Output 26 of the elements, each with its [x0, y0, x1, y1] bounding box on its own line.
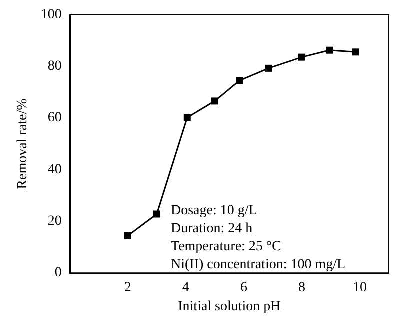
- point: [326, 46, 334, 54]
- point: [352, 48, 360, 56]
- y-axis-title: Removal rate/%: [16, 98, 30, 190]
- y-tick-label: 0: [54, 266, 62, 281]
- point: [184, 114, 191, 122]
- x-tick-label: 6: [240, 280, 248, 296]
- y-tick-label: 80: [48, 59, 62, 74]
- annotation: Temperature: 25 °C: [171, 240, 282, 254]
- point: [236, 77, 244, 84]
- point: [153, 210, 160, 218]
- y-tick-label: 100: [40, 8, 62, 22]
- point: [124, 232, 132, 240]
- x-tick-label: 4: [182, 280, 190, 296]
- y-tick-label: 20: [48, 214, 62, 229]
- point: [265, 64, 272, 72]
- y-tick-label: 40: [48, 162, 62, 178]
- x-tick-label: 10: [352, 280, 367, 296]
- x-tick-label: 8: [298, 280, 306, 296]
- annotation: Dosage: 10 g/L: [171, 204, 258, 218]
- annotation: Duration: 24 h: [171, 222, 253, 236]
- annotation: Ni(II) concentration: 100 mg/L: [171, 258, 346, 272]
- point: [211, 98, 218, 105]
- x-tick-label: 2: [124, 280, 132, 296]
- point: [298, 54, 306, 61]
- x-axis-title: Initial solution pH: [178, 300, 281, 314]
- y-tick-label: 60: [48, 110, 62, 126]
